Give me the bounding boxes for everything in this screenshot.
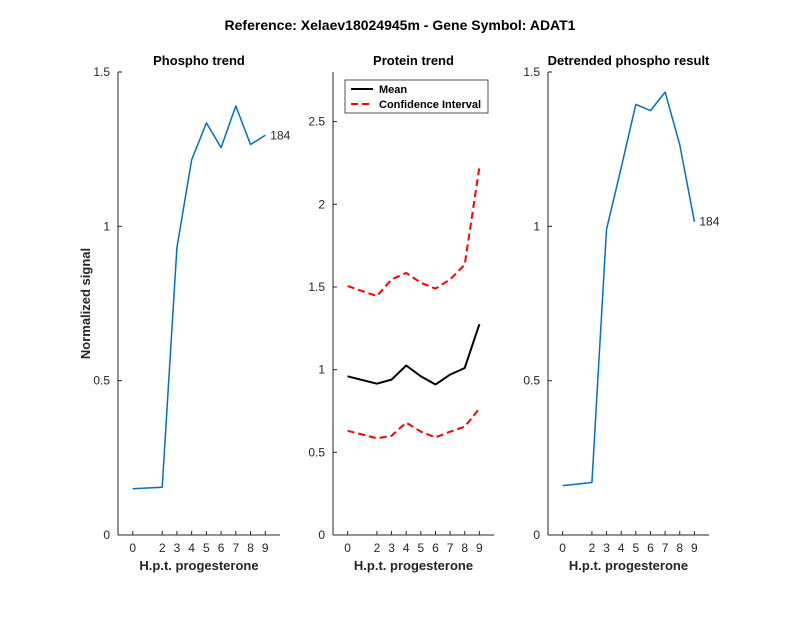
ci-lower-line	[347, 407, 481, 440]
x-tick-label: 2	[589, 541, 596, 555]
x-tick-label: 8	[247, 541, 254, 555]
figure-title: Reference: Xelaev18024945m - Gene Symbol…	[225, 17, 576, 33]
x-tick-label: 5	[417, 541, 424, 555]
x-tick-label: 9	[476, 541, 483, 555]
x-tick-label: 8	[676, 541, 683, 555]
x-tick-label: 7	[232, 541, 239, 555]
x-tick-label: 2	[159, 541, 166, 555]
x-tick-label: 3	[174, 541, 181, 555]
legend-label-ci: Confidence Interval	[379, 99, 481, 111]
y-tick-label: 1.5	[93, 65, 110, 79]
y-tick-label: 1.5	[308, 280, 325, 294]
panel-3: 0 0.5 1 1.5 0 2 3 4 5 6 7 8 9 Detrended phospho resul…	[523, 53, 719, 573]
x-tick-label: 9	[691, 541, 698, 555]
x-tick-label: 4	[188, 541, 195, 555]
x-axis-label: H.p.t. progesterone	[139, 558, 258, 573]
x-tick-label: 0	[559, 541, 566, 555]
x-axis-label: H.p.t. progesterone	[354, 558, 473, 573]
y-tick-label: 0	[533, 528, 540, 542]
panel-title: Detrended phospho result	[548, 53, 710, 68]
end-data-label: 184	[270, 128, 290, 142]
x-tick-label: 6	[432, 541, 439, 555]
x-tick-label: 0	[344, 541, 351, 555]
x-tick-label: 4	[403, 541, 410, 555]
legend-box	[344, 79, 489, 114]
panel-title: Protein trend	[373, 53, 454, 68]
x-tick-label: 0	[129, 541, 136, 555]
x-tick-label: 8	[461, 541, 468, 555]
y-tick-label: 1.5	[523, 65, 540, 79]
panel-1: 0 0.5 1 1.5 0 2 3 4 5 6 7 8 9 Phospho trend H.p.t. pro…	[78, 53, 291, 573]
y-axis-label: Normalized signal	[78, 248, 93, 359]
x-axis-label: H.p.t. progesterone	[569, 558, 688, 573]
x-tick-label: 6	[647, 541, 654, 555]
mean-line	[347, 323, 481, 386]
x-tick-label: 6	[218, 541, 225, 555]
panel-title: Phospho trend	[153, 53, 245, 68]
y-tick-label: 2.5	[308, 115, 325, 129]
ci-upper-line	[347, 166, 481, 298]
y-tick-label: 0	[103, 528, 110, 542]
y-tick-label: 0	[318, 528, 325, 542]
x-tick-label: 9	[262, 541, 269, 555]
end-data-label: 184	[699, 215, 719, 229]
y-tick-label: 0.5	[308, 445, 325, 459]
x-tick-label: 5	[203, 541, 210, 555]
y-tick-label: 0.5	[523, 374, 540, 388]
x-tick-label: 7	[447, 541, 454, 555]
x-tick-label: 4	[618, 541, 625, 555]
y-tick-label: 0.5	[93, 374, 110, 388]
phospho-line	[562, 91, 696, 487]
x-tick-label: 7	[662, 541, 669, 555]
legend-label-mean: Mean	[379, 84, 407, 96]
x-tick-label: 2	[374, 541, 381, 555]
phospho-line	[132, 105, 266, 490]
y-tick-label: 1	[533, 219, 540, 233]
x-tick-label: 3	[388, 541, 395, 555]
y-tick-label: 1	[318, 363, 325, 377]
x-tick-label: 3	[603, 541, 610, 555]
x-tick-label: 5	[632, 541, 639, 555]
y-tick-label: 2	[318, 197, 325, 211]
y-tick-label: 1	[103, 219, 110, 233]
legend: Mean Confidence Interval	[344, 79, 489, 114]
